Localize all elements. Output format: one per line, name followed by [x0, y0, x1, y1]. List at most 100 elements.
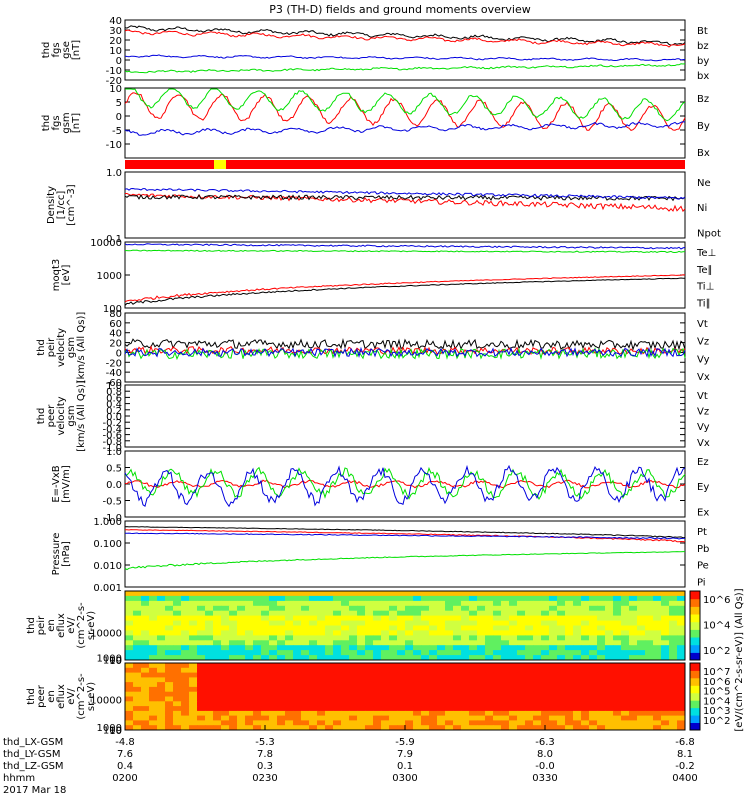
legend-entry: Vt — [697, 319, 708, 330]
heatmap-cell — [605, 663, 614, 669]
heatmap-cell — [653, 591, 662, 597]
y-tick-label: 0.2 — [106, 406, 122, 417]
heatmap-cell — [253, 615, 262, 621]
heatmap-cell — [373, 591, 382, 597]
y-tick-label: -5 — [112, 126, 122, 137]
heatmap-cell — [157, 595, 166, 602]
y-tick-label: 100 — [103, 304, 122, 315]
y-axis-label-line: peir — [46, 337, 57, 357]
heatmap-cell — [157, 701, 166, 707]
heatmap-cell — [533, 701, 542, 707]
heatmap-cell — [413, 710, 422, 717]
heatmap-cell — [133, 615, 142, 621]
heatmap-cell — [613, 615, 622, 621]
heatmap-cell — [333, 682, 342, 688]
heatmap-cell — [493, 691, 502, 697]
heatmap-cell — [413, 720, 422, 726]
heatmap-cell — [501, 686, 510, 693]
heatmap-cell — [317, 645, 326, 651]
heatmap-cell — [573, 635, 582, 641]
heatmap-cell — [501, 591, 510, 597]
heatmap-cell — [357, 720, 366, 726]
heatmap-cell — [213, 610, 222, 617]
x-axis-cell: 0230 — [252, 773, 277, 784]
heatmap-cell — [229, 595, 238, 602]
heatmap-cell — [581, 600, 590, 607]
heatmap-cell — [229, 640, 238, 646]
heatmap-cell — [541, 605, 550, 612]
heatmap-cell — [349, 625, 358, 631]
heatmap-cell — [533, 615, 542, 621]
heatmap-cell — [229, 682, 238, 688]
heatmap-cell — [205, 715, 214, 721]
heatmap-cell — [533, 645, 542, 651]
heatmap-cell — [397, 663, 406, 669]
x-axis-cell: 0.3 — [257, 761, 273, 772]
heatmap-cell — [389, 686, 398, 693]
heatmap-cell — [557, 677, 566, 683]
heatmap-cell — [581, 663, 590, 669]
heatmap-cell — [213, 635, 222, 641]
heatmap-cell — [445, 640, 454, 646]
heatmap-cell — [357, 672, 366, 678]
heatmap-cell — [541, 625, 550, 631]
heatmap-cell — [469, 663, 478, 669]
heatmap-cell — [325, 640, 334, 646]
heatmap-cell — [181, 710, 190, 717]
heatmap-cell — [557, 706, 566, 712]
heatmap-cell — [541, 691, 550, 697]
heatmap-cell — [621, 610, 630, 617]
heatmap-cell — [293, 605, 302, 612]
heatmap-cell — [229, 650, 238, 656]
heatmap-cell — [605, 620, 614, 626]
heatmap-cell — [253, 630, 262, 636]
heatmap-cell — [237, 696, 246, 702]
heatmap-cell — [269, 667, 278, 674]
heatmap-cell — [533, 677, 542, 683]
heatmap-cell — [285, 672, 294, 678]
heatmap-cell — [453, 672, 462, 678]
y-tick-label: 1.0 — [106, 381, 122, 392]
y-tick-label: 0.0 — [106, 480, 122, 491]
heatmap-cell — [341, 701, 350, 707]
heatmap-cell — [213, 686, 222, 693]
heatmap-cell — [653, 720, 662, 726]
heatmap-cell — [661, 625, 670, 631]
heatmap-cell — [221, 645, 230, 651]
heatmap-cell — [501, 710, 510, 717]
heatmap-cell — [397, 696, 406, 702]
heatmap-cell — [413, 677, 422, 683]
heatmap-cell — [261, 595, 270, 602]
heatmap-cell — [333, 710, 342, 717]
heatmap-cell — [293, 615, 302, 621]
heatmap-cell — [429, 605, 438, 612]
heatmap-cell — [605, 686, 614, 693]
heatmap-cell — [549, 663, 558, 669]
heatmap-cell — [341, 655, 350, 661]
heatmap-cell — [613, 701, 622, 707]
y-tick-label: 10000 — [90, 696, 122, 707]
heatmap-cell — [149, 655, 158, 661]
heatmap-cell — [229, 605, 238, 612]
heatmap-cell — [261, 610, 270, 617]
heatmap-cell — [309, 701, 318, 707]
heatmap-cell — [669, 605, 678, 612]
heatmap-cell — [373, 672, 382, 678]
heatmap-cell — [213, 640, 222, 646]
heatmap-cell — [237, 720, 246, 726]
heatmap-cell — [293, 620, 302, 626]
heatmap-cell — [493, 686, 502, 693]
heatmap-cell — [533, 610, 542, 617]
heatmap-cell — [581, 686, 590, 693]
heatmap-cell — [165, 682, 174, 688]
heatmap-cell — [125, 630, 134, 636]
heatmap-cell — [653, 686, 662, 693]
heatmap-cell — [557, 720, 566, 726]
heatmap-cell — [669, 640, 678, 646]
heatmap-cell — [277, 645, 286, 651]
heatmap-cell — [485, 591, 494, 597]
y-tick-label: 100 — [103, 726, 122, 737]
heatmap-cell — [341, 630, 350, 636]
heatmap-cell — [509, 710, 518, 717]
